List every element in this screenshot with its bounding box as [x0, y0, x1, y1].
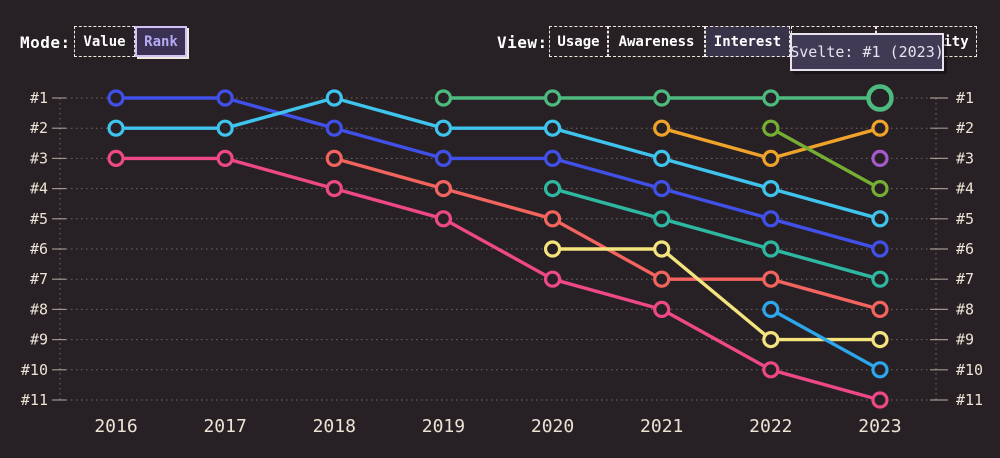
data-point[interactable] [871, 391, 889, 409]
data-point[interactable] [543, 270, 562, 288]
rank-label-left: #1 [30, 89, 48, 107]
data-point[interactable] [871, 240, 889, 258]
rank-label-right: #7 [956, 270, 974, 288]
data-point[interactable] [543, 119, 562, 137]
data-point[interactable] [434, 180, 453, 198]
rank-label-left: #5 [30, 210, 48, 228]
data-point[interactable] [871, 180, 889, 198]
year-label: 2020 [531, 416, 574, 437]
data-point[interactable] [653, 89, 671, 107]
rank-label-right: #5 [956, 210, 974, 228]
data-point[interactable] [762, 270, 780, 288]
series-line-salmon-red [332, 156, 882, 312]
rank-label-left: #10 [21, 361, 48, 379]
data-point[interactable] [762, 240, 780, 258]
data-point[interactable] [543, 89, 562, 107]
data-point[interactable] [653, 240, 671, 258]
data-point[interactable] [762, 331, 780, 349]
data-point[interactable] [653, 270, 671, 288]
data-point[interactable] [325, 119, 343, 137]
series-line-olive-green [769, 126, 882, 191]
rank-label-right: #11 [956, 391, 983, 409]
data-point[interactable] [325, 89, 343, 107]
data-point[interactable] [653, 149, 671, 167]
view-label: View: [497, 33, 548, 52]
rank-label-right: #6 [956, 240, 974, 258]
rank-label-left: #4 [30, 180, 48, 198]
data-point[interactable] [871, 331, 889, 349]
data-point[interactable] [434, 149, 453, 167]
rank-label-right: #4 [956, 180, 974, 198]
rank-label-right: #10 [956, 361, 983, 379]
data-point[interactable] [107, 89, 125, 107]
view-option-interest[interactable]: Interest [705, 26, 790, 57]
rank-label-right: #2 [956, 119, 974, 137]
data-point[interactable] [325, 149, 343, 167]
rank-label-left: #11 [21, 391, 48, 409]
data-point[interactable] [871, 270, 889, 288]
view-option-awareness[interactable]: Awareness [608, 26, 705, 57]
data-point[interactable] [762, 149, 780, 167]
rank-label-left: #7 [30, 270, 48, 288]
data-point[interactable] [543, 210, 562, 228]
mode-label: Mode: [20, 33, 71, 52]
data-point[interactable] [762, 361, 780, 379]
data-point[interactable] [871, 210, 889, 228]
data-point[interactable] [762, 300, 780, 318]
data-point[interactable] [871, 149, 889, 167]
data-point[interactable] [434, 89, 453, 107]
data-point[interactable] [653, 210, 671, 228]
rank-label-right: #8 [956, 300, 974, 318]
data-point[interactable] [871, 119, 889, 137]
data-point[interactable] [543, 149, 562, 167]
data-point[interactable] [216, 149, 234, 167]
rank-label-left: #9 [30, 331, 48, 349]
data-point[interactable] [762, 210, 780, 228]
data-point[interactable] [653, 119, 671, 137]
data-point[interactable] [434, 119, 453, 137]
data-point[interactable] [543, 240, 562, 258]
data-point[interactable] [871, 361, 889, 379]
data-point[interactable] [762, 89, 780, 107]
rank-label-left: #2 [30, 119, 48, 137]
data-point[interactable] [653, 300, 671, 318]
series-line-indigo-blue [114, 96, 882, 251]
year-label: 2021 [640, 416, 683, 437]
data-point[interactable] [107, 119, 125, 137]
series-line-teal [550, 186, 882, 281]
mode-option-rank[interactable]: Rank [135, 26, 187, 57]
data-point-highlighted[interactable] [866, 84, 894, 112]
rank-label-left: #6 [30, 240, 48, 258]
data-point[interactable] [653, 180, 671, 198]
data-point[interactable] [325, 180, 343, 198]
rank-label-right: #1 [956, 89, 974, 107]
year-label: 2019 [422, 416, 465, 437]
data-point[interactable] [434, 210, 453, 228]
year-label: 2023 [858, 416, 901, 437]
chart-tooltip: Svelte: #1 (2023) [790, 33, 944, 71]
series-line-sky-blue [769, 307, 882, 372]
series-line-cyan [114, 96, 882, 221]
rank-label-right: #9 [956, 331, 974, 349]
data-point[interactable] [543, 180, 562, 198]
data-point[interactable] [216, 89, 234, 107]
data-point[interactable] [871, 300, 889, 318]
view-option-usage[interactable]: Usage [549, 26, 608, 57]
rank-label-right: #3 [956, 149, 974, 167]
mode-option-value[interactable]: Value [74, 26, 135, 57]
year-label: 2018 [313, 416, 356, 437]
series-line-magenta-pink [114, 156, 882, 402]
data-point[interactable] [216, 119, 234, 137]
rank-label-left: #3 [30, 149, 48, 167]
year-label: 2017 [203, 416, 246, 437]
year-label: 2022 [749, 416, 792, 437]
data-point[interactable] [107, 149, 125, 167]
data-point[interactable] [762, 119, 780, 137]
data-point[interactable] [762, 180, 780, 198]
year-label: 2016 [94, 416, 137, 437]
rank-label-left: #8 [30, 300, 48, 318]
